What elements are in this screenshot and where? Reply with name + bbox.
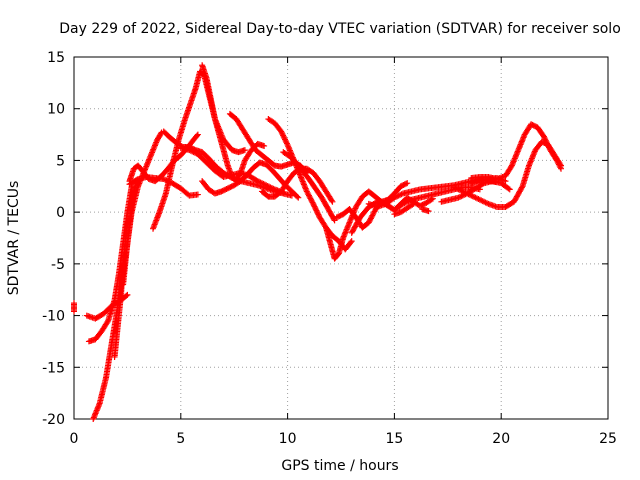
axis-ticks xyxy=(73,56,609,420)
y-tick-label: -20 xyxy=(42,412,65,428)
x-tick-labels: 0 5 10 15 20 25 xyxy=(70,431,617,447)
data-point xyxy=(508,163,515,170)
y-tick-label: -5 xyxy=(51,257,65,273)
data-point xyxy=(133,176,140,183)
y-tick-label: -15 xyxy=(42,360,65,376)
data-point xyxy=(311,203,318,210)
data-point xyxy=(545,143,552,150)
data-point xyxy=(493,179,500,186)
data-point xyxy=(544,140,551,147)
data-point xyxy=(313,207,320,214)
x-tick-label: 25 xyxy=(599,431,617,447)
y-tick-label: 10 xyxy=(47,102,65,118)
data-point xyxy=(541,134,548,141)
data-point xyxy=(409,201,416,208)
plot-frame xyxy=(73,56,609,420)
data-point xyxy=(410,200,417,207)
data-point xyxy=(236,171,243,178)
data-point xyxy=(283,139,290,146)
y-axis-label: SDTVAR / TECUs xyxy=(6,181,22,296)
data-point xyxy=(425,208,432,215)
x-tick-label: 5 xyxy=(176,431,185,447)
series-arc-22 xyxy=(391,200,417,218)
y-tick-labels: -20 -15 -10 -5 0 5 10 15 xyxy=(42,50,65,428)
x-tick-label: 15 xyxy=(385,431,403,447)
data-point xyxy=(348,238,355,245)
data-point xyxy=(185,191,192,198)
series-arc-17 xyxy=(258,165,336,205)
series-arc-20 xyxy=(348,184,483,236)
series-arc-23 xyxy=(419,206,432,215)
data-point xyxy=(294,193,301,200)
data-point xyxy=(280,133,287,140)
data-point xyxy=(261,142,268,149)
data-point xyxy=(295,194,302,201)
chart-title: Day 229 of 2022, Sidereal Day-to-day VTE… xyxy=(59,21,621,37)
data-point xyxy=(543,139,550,146)
data-point xyxy=(280,132,287,139)
x-tick-label: 10 xyxy=(279,431,297,447)
data-point xyxy=(278,128,285,135)
data-point xyxy=(194,131,201,138)
series-arc-27 xyxy=(468,177,500,187)
data-point xyxy=(314,208,321,215)
x-axis-label: GPS time / hours xyxy=(281,458,398,474)
data-point xyxy=(315,211,322,218)
data-point xyxy=(282,137,289,144)
data-point xyxy=(281,135,288,142)
x-tick-label: 0 xyxy=(70,431,79,447)
data-point xyxy=(71,308,77,315)
data-point xyxy=(328,197,335,204)
data-point xyxy=(283,140,290,147)
series-arc-18 xyxy=(323,180,411,262)
data-point xyxy=(518,184,525,191)
series-arc-13 xyxy=(199,159,302,201)
series-arc-16 xyxy=(280,149,338,224)
data-point xyxy=(312,204,319,211)
y-tick-label: -10 xyxy=(42,309,65,325)
data-point xyxy=(540,133,547,140)
y-tick-label: 15 xyxy=(47,50,65,66)
data-point xyxy=(329,198,336,205)
series-arc-26 xyxy=(468,121,565,183)
data-point xyxy=(278,129,285,136)
series-arc-9 xyxy=(126,173,201,199)
data-point xyxy=(241,147,248,154)
data-points xyxy=(71,62,565,422)
data-point xyxy=(505,185,512,192)
data-point xyxy=(404,180,411,187)
data-point xyxy=(312,206,319,213)
data-point xyxy=(194,191,201,198)
data-point xyxy=(309,199,316,206)
data-point xyxy=(194,132,201,139)
data-point xyxy=(506,186,513,193)
data-point xyxy=(104,319,111,326)
series-arc-5 xyxy=(85,183,135,345)
data-point xyxy=(124,291,131,298)
data-point xyxy=(542,137,549,144)
data-point xyxy=(279,131,286,138)
x-tick-label: 20 xyxy=(492,431,510,447)
y-tick-label: 5 xyxy=(56,153,65,169)
data-point xyxy=(282,136,289,143)
data-point xyxy=(546,144,553,151)
grid xyxy=(74,57,608,419)
data-point xyxy=(314,210,321,217)
series-arc-1 xyxy=(71,300,77,315)
data-point xyxy=(310,200,317,207)
data-point xyxy=(557,164,564,171)
data-point xyxy=(402,180,409,187)
data-point xyxy=(502,178,509,185)
y-tick-label: 0 xyxy=(56,205,65,221)
data-point xyxy=(123,292,130,299)
data-point xyxy=(544,141,551,148)
data-point xyxy=(542,136,549,143)
data-point xyxy=(558,165,565,172)
data-point xyxy=(347,239,354,246)
data-point xyxy=(331,217,338,224)
data-point xyxy=(310,202,317,209)
